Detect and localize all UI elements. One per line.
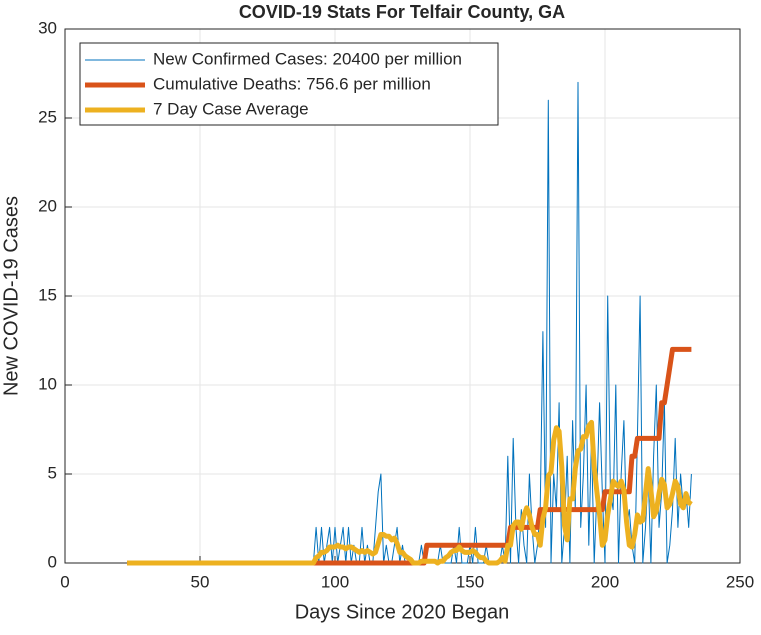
y-tick-label: 20	[38, 196, 57, 215]
legend-label: 7 Day Case Average	[153, 99, 309, 118]
x-tick-label: 200	[591, 572, 619, 591]
x-tick-label: 100	[321, 572, 349, 591]
y-tick-label: 0	[48, 552, 57, 571]
data-line	[127, 419, 693, 566]
y-tick-label: 5	[48, 463, 57, 482]
y-tick-label: 10	[38, 374, 57, 393]
y-tick-label: 30	[38, 18, 57, 37]
y-axis-label: New COVID-19 Cases	[0, 196, 22, 396]
chart-title: COVID-19 Stats For Telfair County, GA	[239, 2, 565, 22]
x-tick-label: 0	[60, 572, 69, 591]
legend-label: Cumulative Deaths: 756.6 per million	[153, 74, 431, 93]
y-tick-label: 25	[38, 107, 57, 126]
legend-box	[79, 42, 499, 126]
x-tick-label: 250	[726, 572, 754, 591]
x-tick-label: 50	[191, 572, 210, 591]
x-tick-label: 150	[456, 572, 484, 591]
legend-label: New Confirmed Cases: 20400 per million	[153, 49, 462, 68]
y-tick-label: 15	[38, 285, 57, 304]
x-axis-label: Days Since 2020 Began	[295, 601, 510, 623]
